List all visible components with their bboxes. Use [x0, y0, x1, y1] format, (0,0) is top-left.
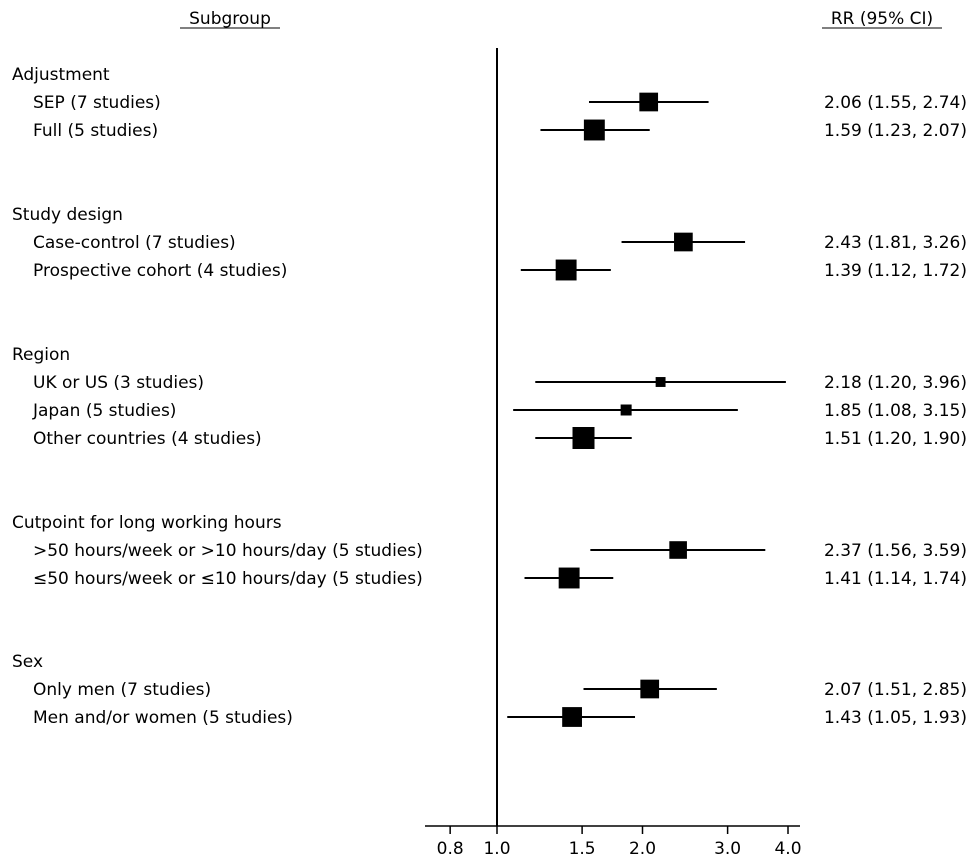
ci-value: 1.43 (1.05, 1.93)	[824, 708, 967, 728]
point-estimate-marker	[655, 377, 666, 387]
x-tick-label: 2.0	[629, 839, 656, 859]
point-estimate-marker	[620, 404, 632, 416]
point-estimate-marker	[640, 679, 660, 699]
row-label: Men and/or women (5 studies)	[33, 708, 293, 728]
row-label: >50 hours/week or >10 hours/day (5 studi…	[33, 541, 423, 561]
row-label: Other countries (4 studies)	[33, 429, 262, 449]
row-label: SEP (7 studies)	[33, 93, 161, 113]
ci-value: 1.41 (1.14, 1.74)	[824, 569, 967, 589]
point-estimate-marker	[572, 427, 595, 449]
group-title: Cutpoint for long working hours	[12, 513, 282, 533]
ci-value: 2.43 (1.81, 3.26)	[824, 233, 967, 253]
ci-value: 2.18 (1.20, 3.96)	[824, 373, 967, 393]
row-label: Japan (5 studies)	[32, 401, 176, 421]
row-label: UK or US (3 studies)	[33, 373, 204, 393]
row-label: ≤50 hours/week or ≤10 hours/day (5 studi…	[33, 569, 423, 589]
point-estimate-marker	[558, 567, 580, 589]
row-label: Prospective cohort (4 studies)	[33, 261, 287, 281]
point-estimate-marker	[639, 92, 659, 112]
ci-value: 2.37 (1.56, 3.59)	[824, 541, 967, 561]
x-tick-label: 1.0	[483, 839, 510, 859]
point-estimate-marker	[562, 707, 582, 727]
row-label: Only men (7 studies)	[33, 680, 211, 700]
subgroup-header: Subgroup	[189, 9, 271, 29]
group-title: Sex	[12, 652, 43, 672]
row-label: Full (5 studies)	[33, 121, 158, 141]
row-label: Case-control (7 studies)	[33, 233, 236, 253]
ci-value: 2.07 (1.51, 2.85)	[824, 680, 967, 700]
x-tick-label: 1.5	[569, 839, 596, 859]
group-title: Adjustment	[12, 65, 110, 85]
x-tick-label: 0.8	[437, 839, 464, 859]
group-title: Region	[12, 345, 70, 365]
point-estimate-marker	[674, 232, 693, 252]
x-tick-label: 3.0	[714, 839, 741, 859]
point-estimate-marker	[669, 541, 687, 559]
point-estimate-marker	[555, 259, 577, 281]
ci-value: 1.85 (1.08, 3.15)	[824, 401, 967, 421]
ci-value: 1.39 (1.12, 1.72)	[824, 261, 967, 281]
ci-value: 2.06 (1.55, 2.74)	[824, 93, 967, 113]
group-title: Study design	[12, 205, 123, 225]
estimate-header: RR (95% CI)	[831, 9, 933, 29]
x-tick-label: 4.0	[774, 839, 801, 859]
ci-value: 1.59 (1.23, 2.07)	[824, 121, 967, 141]
ci-value: 1.51 (1.20, 1.90)	[824, 429, 967, 449]
point-estimate-marker	[583, 119, 605, 141]
